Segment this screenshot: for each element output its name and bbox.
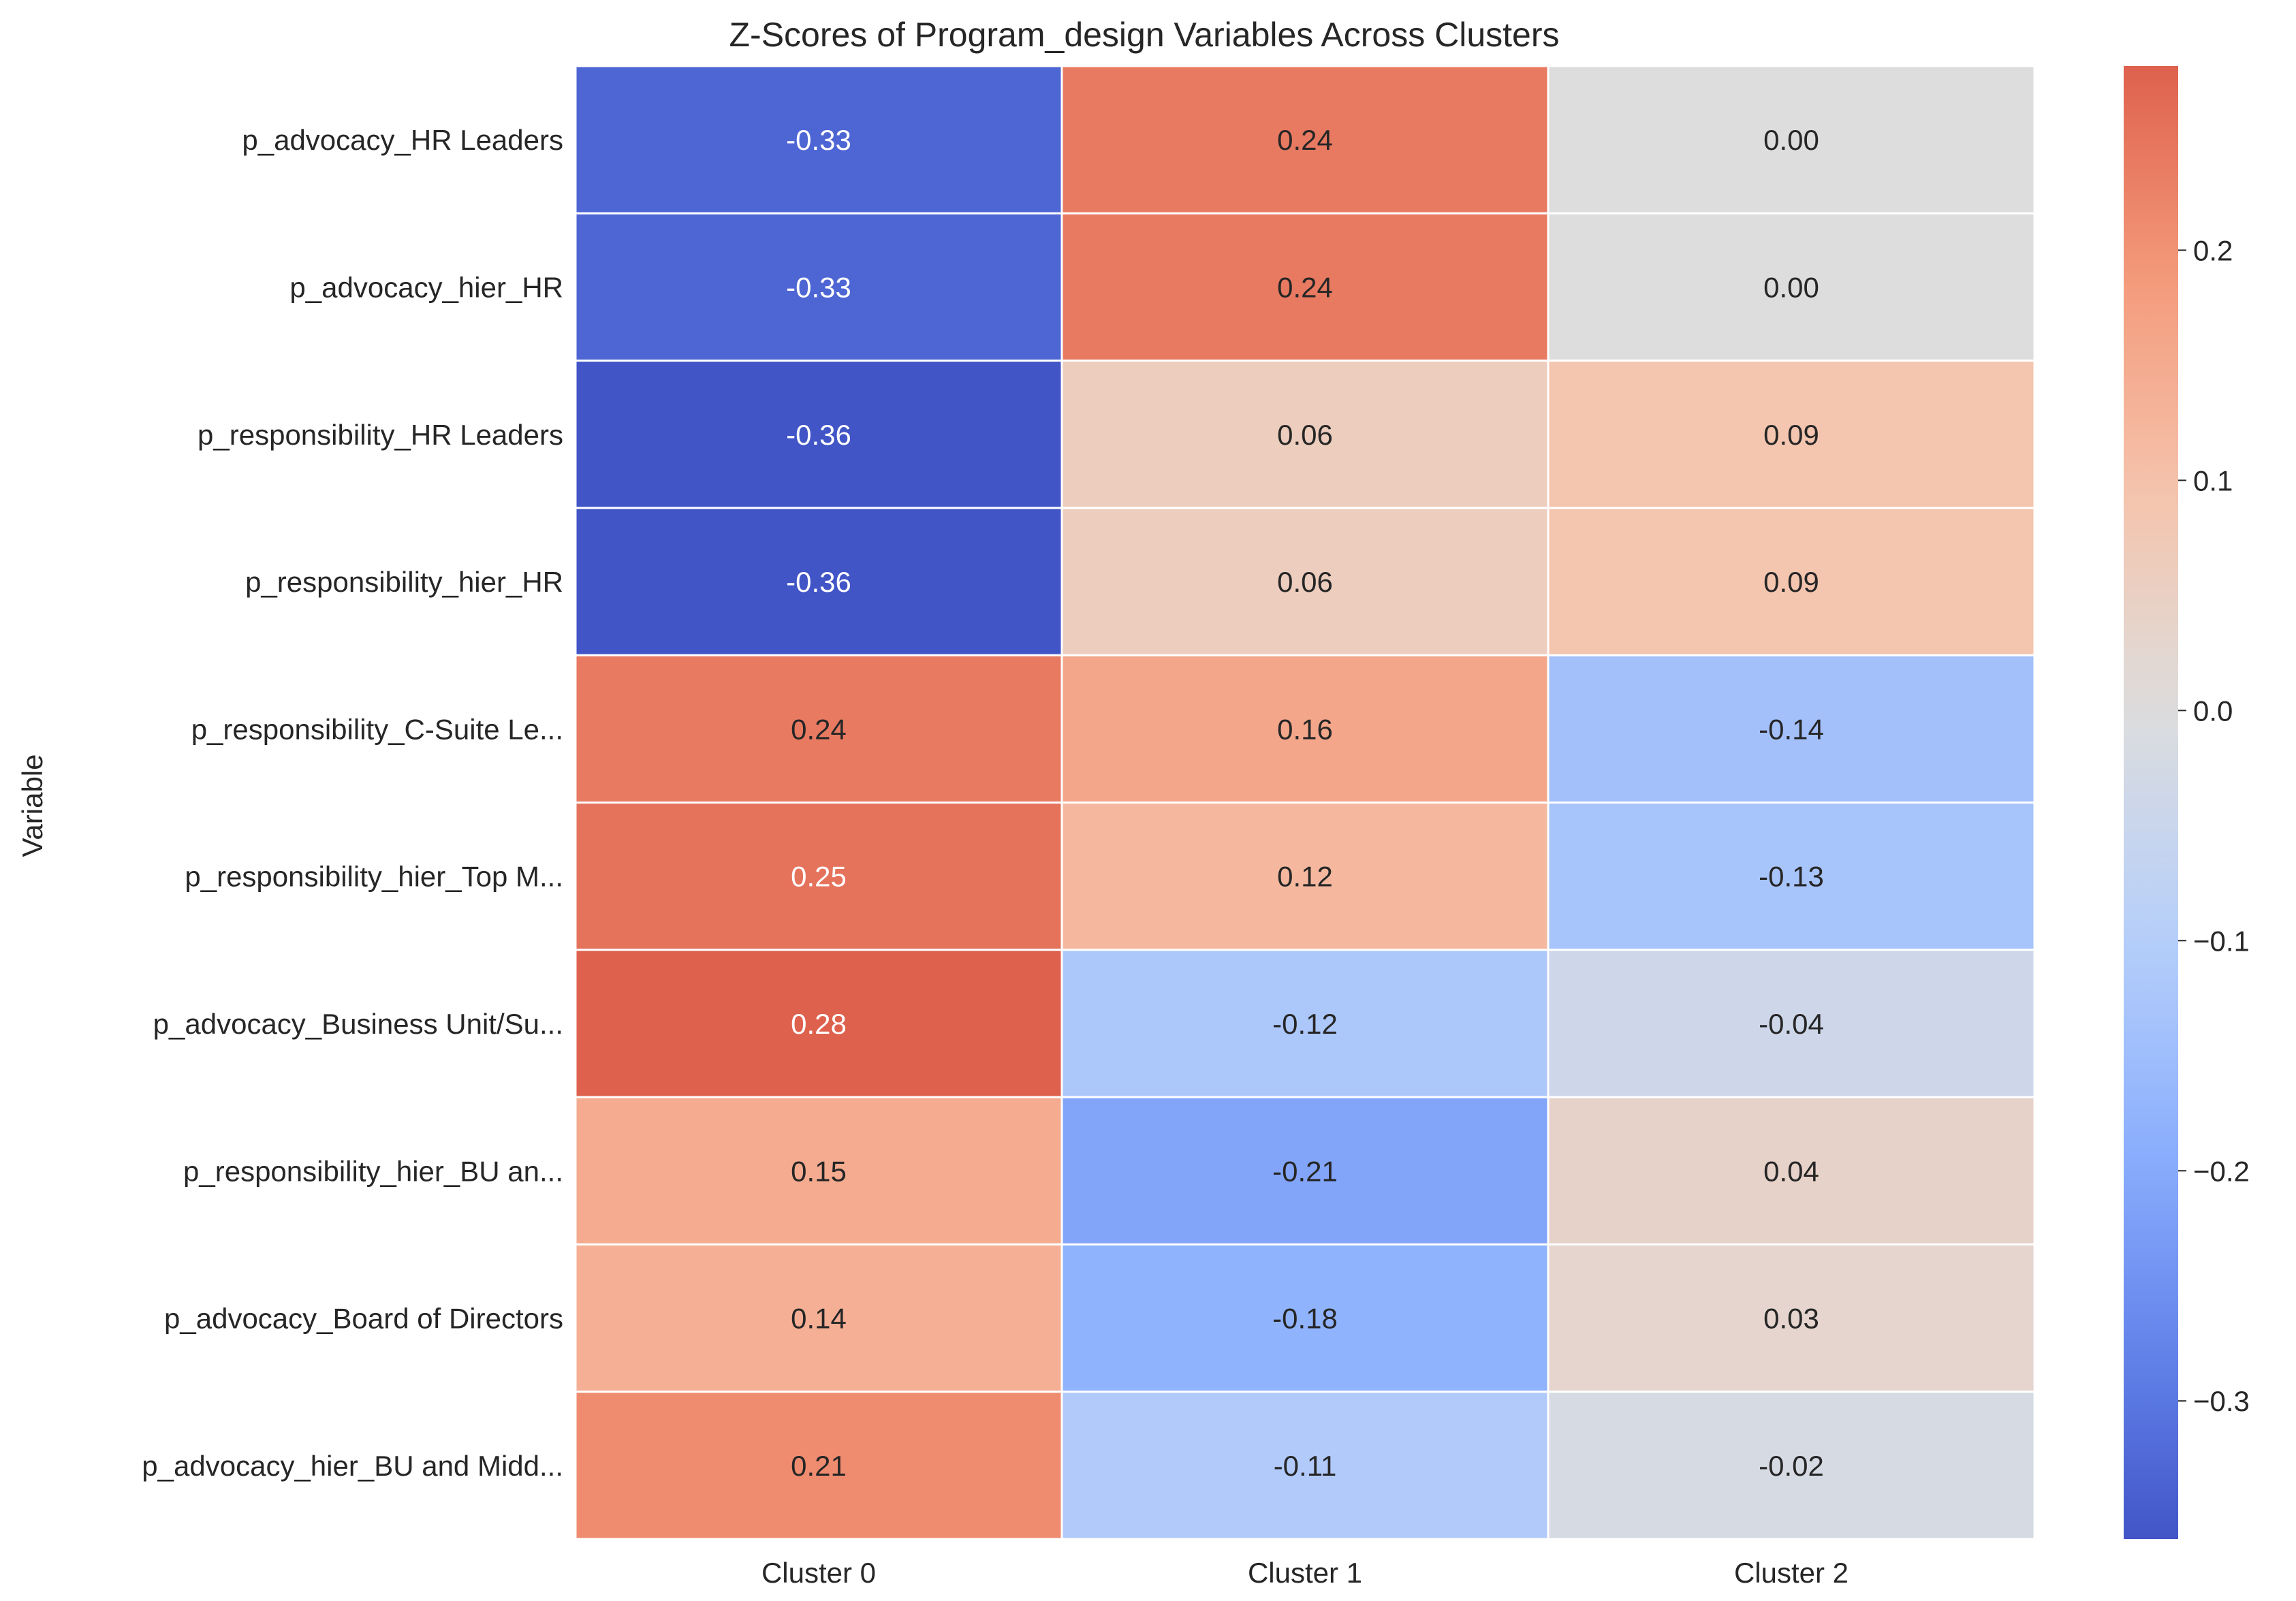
row-tick-label: p_responsibility_C-Suite Le...: [191, 713, 563, 745]
heatmap-cell: [1547, 802, 2036, 951]
colorbar-tick-label: 0.1: [2193, 464, 2233, 496]
cell-value-label: -0.36: [786, 566, 851, 598]
heatmap-cell: [574, 1243, 1063, 1393]
heatmap-cell: [1060, 1391, 1550, 1540]
colorbar: 0.2 0.1 0.0 −0.1 −0.2 −0.3: [2124, 66, 2250, 1539]
cell-value-label: 0.06: [1277, 419, 1333, 451]
column-tick-label: Cluster 0: [761, 1557, 876, 1589]
cell-value-label: 0.12: [1277, 861, 1333, 893]
cell-value-label: 0.06: [1277, 566, 1333, 598]
cell-value-label: -0.36: [786, 419, 851, 451]
heatmap-cell: [1547, 507, 2036, 656]
heatmap-cell: [1060, 65, 1550, 215]
cell-value-label: 0.09: [1763, 419, 1819, 451]
row-tick-labels: p_advocacy_HR Leaders p_advocacy_hier_HRp…: [142, 124, 563, 1482]
column-tick-labels: Cluster 0 Cluster 1 Cluster 2: [761, 1557, 1849, 1589]
heatmap-cell: [1547, 65, 2036, 215]
chart-title: Z-Scores of Program_design Variables Acr…: [729, 16, 1560, 54]
cell-value-label: 0.21: [791, 1450, 847, 1482]
heatmap-cell: [574, 212, 1063, 362]
colorbar-tick-label: 0.0: [2193, 695, 2233, 727]
row-tick-label: p_advocacy_hier_HR: [289, 271, 563, 303]
heatmap-cell: [1547, 949, 2036, 1098]
heatmap-cell: [1060, 1096, 1550, 1246]
cell-value-label: 0.24: [1277, 124, 1333, 156]
row-tick-label: p_responsibility_hier_BU an...: [183, 1155, 563, 1187]
heatmap-cell: [1060, 360, 1550, 509]
heatmap-cell: [574, 65, 1063, 215]
row-tick-label: p_advocacy_hier_BU and Midd...: [142, 1450, 563, 1482]
y-axis-label: Variable: [16, 755, 48, 857]
row-tick-label: p_responsibility_hier_HR: [245, 566, 563, 598]
cell-value-label: -0.12: [1272, 1008, 1338, 1040]
cell-value-label: 0.24: [1277, 271, 1333, 303]
cell-value-label: 0.25: [791, 861, 847, 893]
cell-value-label: 0.28: [791, 1008, 847, 1040]
cell-value-label: 0.04: [1763, 1155, 1819, 1187]
cell-value-label: 0.00: [1763, 271, 1819, 303]
cell-value-label: 0.14: [791, 1303, 847, 1335]
heatmap-cell: [1060, 212, 1550, 362]
row-tick-label: p_responsibility_hier_Top M...: [185, 861, 563, 893]
heatmap-cell: [1547, 1243, 2036, 1393]
column-tick-label: Cluster 2: [1734, 1557, 1849, 1589]
column-tick-label: Cluster 1: [1248, 1557, 1362, 1589]
cell-value-label: -0.14: [1759, 713, 1824, 745]
heatmap-cell: [574, 949, 1063, 1098]
heatmap-cell: [1060, 654, 1550, 804]
heatmap-cell: [574, 654, 1063, 804]
cell-value-label: -0.04: [1759, 1008, 1824, 1040]
heatmap-cell: [1547, 654, 2036, 804]
cell-value-label: -0.11: [1274, 1450, 1337, 1482]
row-tick-label: p_advocacy_Board of Directors: [164, 1303, 563, 1335]
cell-value-label: -0.02: [1759, 1450, 1824, 1482]
cell-value-label: -0.33: [786, 124, 851, 156]
heatmap-cell: [574, 507, 1063, 656]
row-tick-label: p_responsibility_HR Leaders: [198, 419, 563, 451]
heatmap-cell: [574, 802, 1063, 951]
heatmap-cell: [1547, 212, 2036, 362]
colorbar-tick-label: −0.3: [2193, 1385, 2250, 1417]
cell-value-label: -0.13: [1759, 861, 1824, 893]
heatmap-cells: [574, 65, 2036, 1540]
heatmap-cell: [1060, 949, 1550, 1098]
cell-value-label: 0.15: [791, 1155, 847, 1187]
heatmap-cell: [574, 1096, 1063, 1246]
cell-value-label: -0.18: [1272, 1303, 1338, 1335]
colorbar-tick-label: 0.2: [2193, 234, 2233, 266]
heatmap-cell: [1060, 802, 1550, 951]
colorbar-tick-label: −0.1: [2193, 925, 2250, 957]
cell-value-label: 0.24: [791, 713, 847, 745]
cell-value-label: -0.33: [786, 271, 851, 303]
cell-value-label: 0.16: [1277, 713, 1333, 745]
colorbar-ticks: 0.2 0.1 0.0 −0.1 −0.2 −0.3: [2178, 234, 2250, 1417]
heatmap-cell: [1547, 1391, 2036, 1540]
cell-value-label: 0.00: [1763, 124, 1819, 156]
cell-value-label: 0.03: [1763, 1303, 1819, 1335]
heatmap-cell: [574, 1391, 1063, 1540]
heatmap-cell: [1547, 1096, 2036, 1246]
colorbar-tick-label: −0.2: [2193, 1155, 2250, 1187]
cell-value-label: 0.09: [1763, 566, 1819, 598]
row-tick-label: p_advocacy_Business Unit/Su...: [153, 1008, 563, 1040]
colorbar-gradient: [2124, 66, 2178, 1539]
row-tick-label: p_advocacy_HR Leaders: [242, 124, 563, 156]
cell-value-labels: -0.33 0.24 0.00 -0.33 0.24 0.00 -0.36 0.06 0.09 -…: [786, 124, 1824, 1482]
cell-value-label: -0.21: [1272, 1155, 1338, 1187]
